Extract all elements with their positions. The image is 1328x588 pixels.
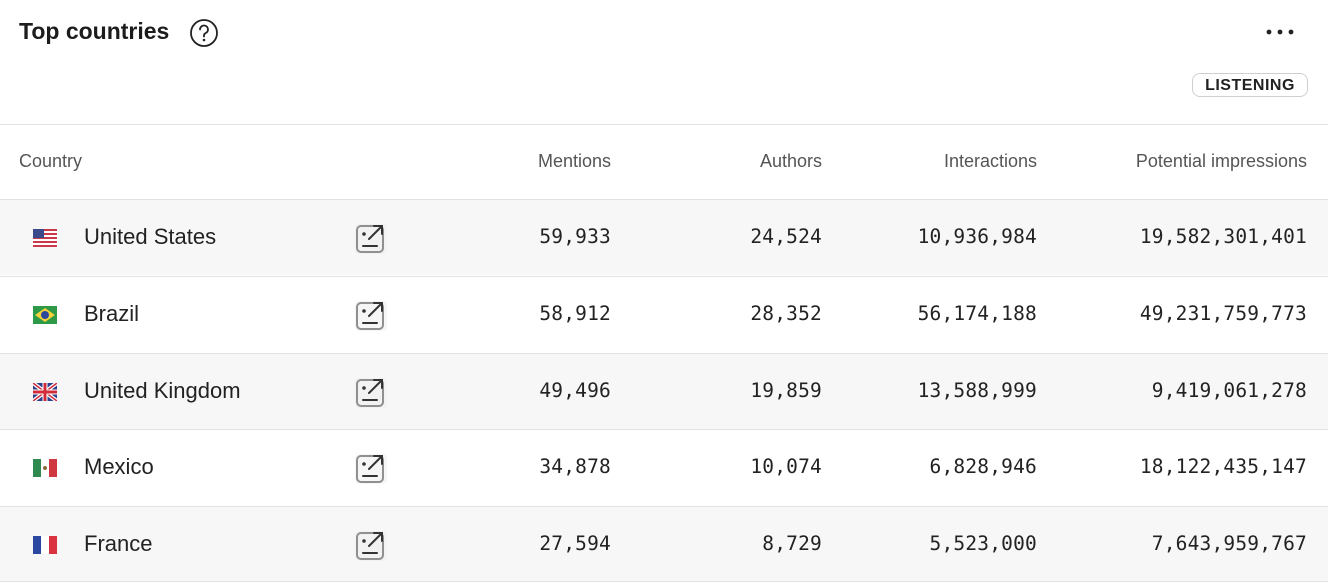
table-row: Brazil 58,912 28,352 56,174,188 49,231,759,7…: [0, 275, 1328, 352]
country-flag: [33, 229, 57, 247]
table-row: France 27,594 8,729 5,523,000 7,643,959,767: [0, 506, 1328, 583]
metric-value: 13,588,999: [917, 378, 1037, 402]
open-link-icon[interactable]: [355, 376, 387, 408]
country-name: France: [84, 531, 153, 557]
column-header: Interactions: [943, 151, 1037, 171]
metric-value: 19,859: [750, 378, 822, 402]
metric-value: 28,352: [750, 301, 822, 325]
table-row: United Kingdom 49,496 19,859 13,588,999 9,41…: [0, 352, 1328, 429]
country-flag: [33, 536, 57, 555]
metric-value: 24,524: [750, 225, 822, 248]
country-flag: [33, 382, 57, 401]
open-link-icon[interactable]: [355, 222, 387, 254]
country-name: United Kingdom: [84, 377, 241, 403]
open-link-icon[interactable]: [355, 452, 387, 485]
column-header: Potential impressions: [1135, 151, 1307, 171]
metric-value: 7,643,959,767: [1151, 532, 1307, 556]
country-flag: [33, 305, 57, 324]
column-header: Authors: [759, 151, 822, 171]
metric-value: 5,523,000: [929, 532, 1037, 556]
more-menu[interactable]: [1264, 24, 1296, 40]
metric-value: 18,122,435,147: [1139, 455, 1307, 479]
open-link-icon[interactable]: [355, 529, 387, 562]
metric-value: 19,582,301,401: [1139, 225, 1307, 248]
column-header: Mentions: [537, 151, 611, 171]
source-badge: LISTENING: [1192, 73, 1308, 97]
table-row: United States 59,933 24,524 10,936,984 19,58…: [0, 199, 1328, 275]
metric-value: 56,174,188: [917, 301, 1037, 325]
metric-value: 6,828,946: [929, 455, 1037, 479]
metric-value: 10,936,984: [917, 225, 1037, 248]
widget-title: Top countries: [19, 18, 170, 44]
column-header: Country: [19, 151, 83, 171]
metric-value: 34,878: [539, 455, 611, 479]
metric-value: 59,933: [539, 225, 611, 248]
open-link-icon[interactable]: [355, 299, 387, 331]
divider: [0, 124, 1328, 125]
metric-value: 8,729: [762, 532, 822, 556]
table-header: Country Mentions Authors Interactions Potent…: [0, 125, 1328, 199]
help-icon[interactable]: [189, 18, 219, 48]
table-row: Mexico 34,878 10,074 6,828,946 18,122,435,14…: [0, 429, 1328, 505]
metric-value: 58,912: [539, 301, 611, 325]
country-name: Brazil: [84, 300, 140, 326]
country-flag: [33, 459, 57, 478]
metric-value: 10,074: [750, 455, 822, 479]
metric-value: 9,419,061,278: [1151, 378, 1307, 402]
country-name: United States: [84, 224, 217, 249]
metric-value: 49,496: [539, 378, 611, 402]
metric-value: 27,594: [539, 532, 611, 556]
country-name: Mexico: [84, 454, 154, 480]
metric-value: 49,231,759,773: [1139, 301, 1307, 325]
